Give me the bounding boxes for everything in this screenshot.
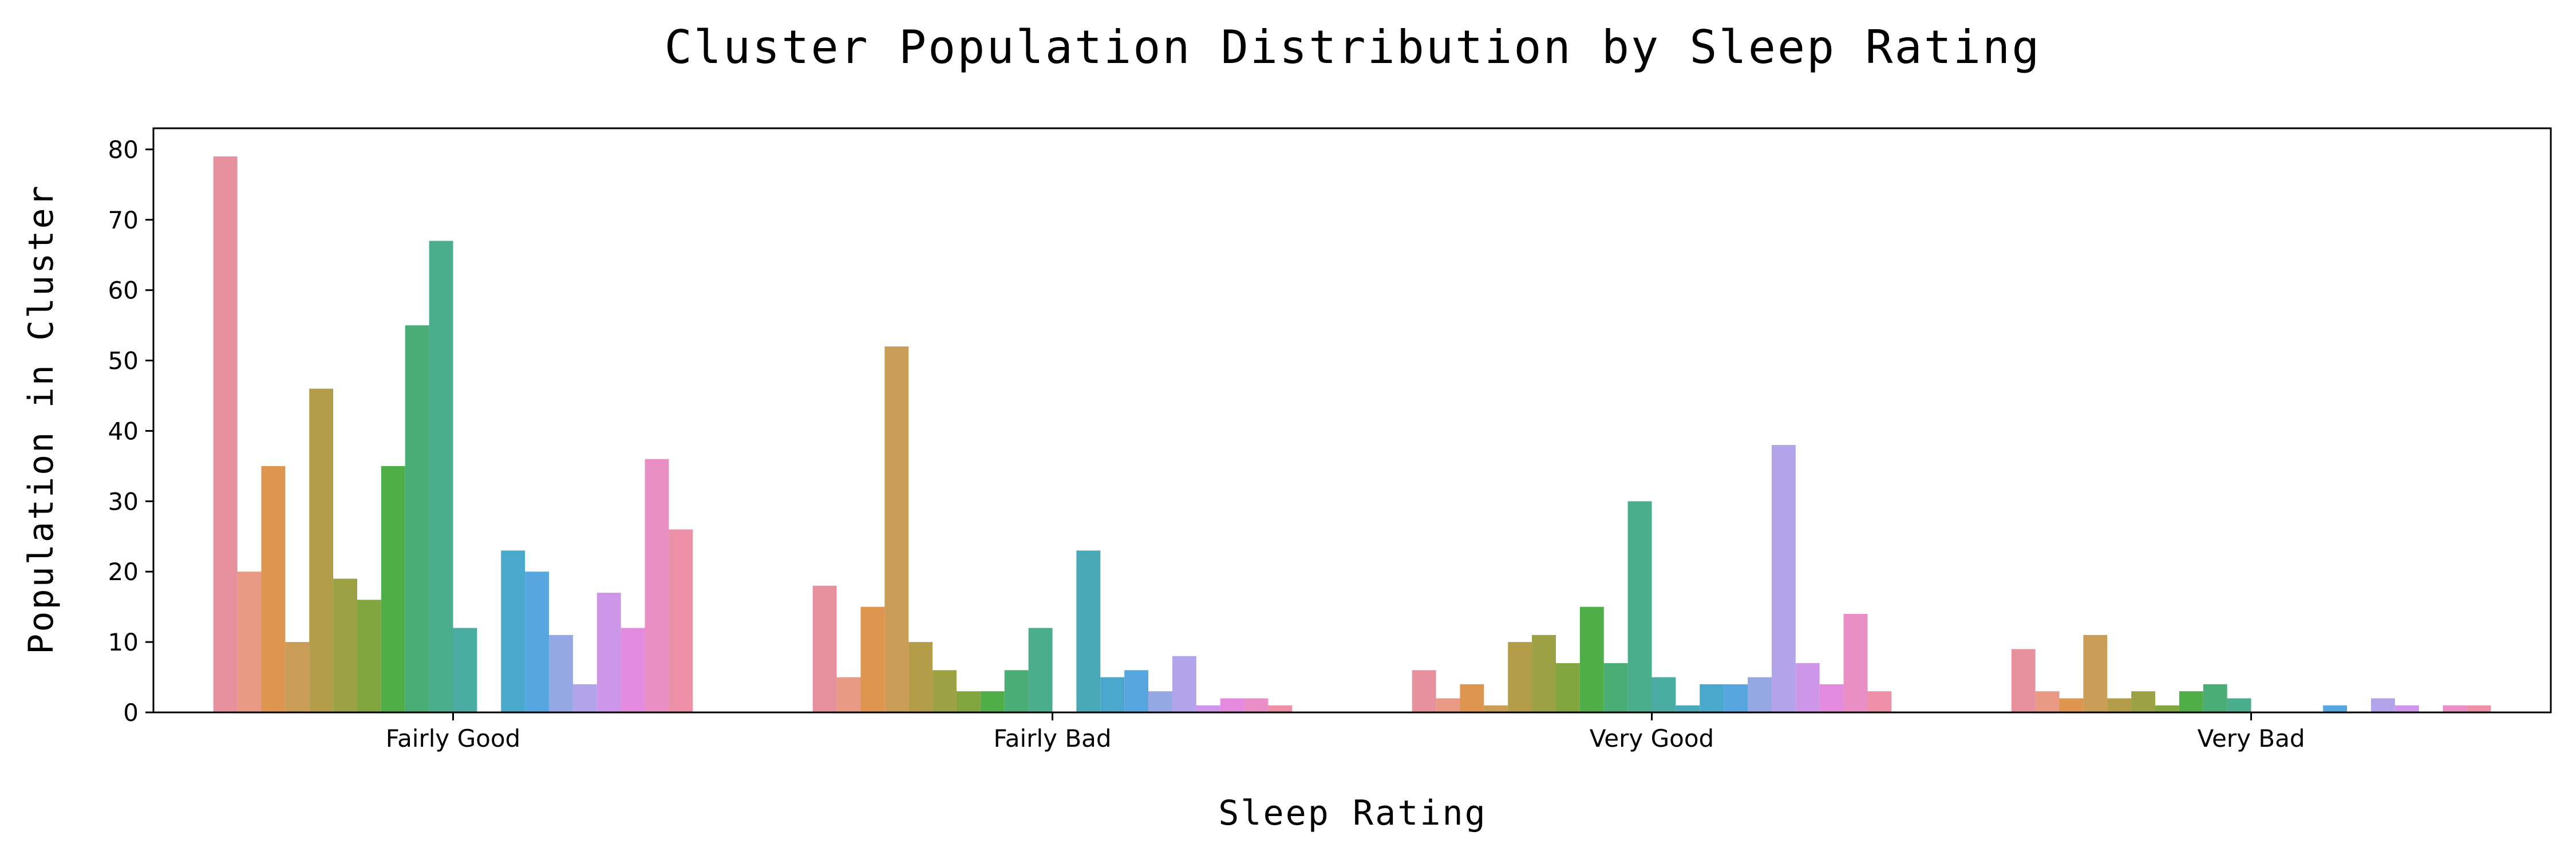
bar xyxy=(2131,691,2155,712)
bar xyxy=(1484,705,1508,712)
bar xyxy=(2227,698,2251,712)
bar xyxy=(1603,663,1628,712)
y-tick-label: 30 xyxy=(108,487,139,515)
y-tick-label: 50 xyxy=(108,347,139,375)
bar xyxy=(1555,663,1580,712)
bar xyxy=(2467,705,2491,712)
bar xyxy=(2179,691,2203,712)
bar xyxy=(1244,698,1269,712)
bar xyxy=(1579,606,1604,712)
y-tick-label: 20 xyxy=(108,558,139,586)
bar xyxy=(2203,684,2227,712)
bar xyxy=(1436,698,1460,712)
bar xyxy=(525,572,550,712)
bar xyxy=(1004,670,1029,712)
y-tick-label: 0 xyxy=(123,699,139,727)
bar xyxy=(1196,705,1220,712)
bar xyxy=(812,585,837,712)
bar xyxy=(1532,635,1556,712)
bar xyxy=(261,466,286,712)
bar xyxy=(381,466,405,712)
bar xyxy=(1652,677,1676,712)
bar xyxy=(1412,670,1436,712)
x-tick-label: Fairly Bad xyxy=(993,724,1111,752)
bar xyxy=(2083,635,2108,712)
bar xyxy=(1867,691,1892,712)
x-axis-label: Sleep Rating xyxy=(1218,793,1487,833)
bar xyxy=(908,642,933,712)
plot-frame xyxy=(152,127,2552,714)
bar xyxy=(453,628,477,712)
bar xyxy=(2059,698,2084,712)
bar xyxy=(2107,698,2132,712)
bar xyxy=(2370,698,2395,712)
y-axis: 0 10 20 30 40 50 60 70 80 xyxy=(108,136,153,727)
bar xyxy=(2155,705,2179,712)
x-tick-label: Very Good xyxy=(1590,724,1714,752)
bar xyxy=(1220,698,1244,712)
bar xyxy=(1172,656,1196,712)
y-tick-label: 70 xyxy=(108,206,139,234)
y-tick-label: 80 xyxy=(108,136,139,164)
bar xyxy=(1076,550,1101,712)
bar xyxy=(1676,705,1700,712)
bar xyxy=(285,642,310,712)
bar xyxy=(2395,705,2419,712)
bar xyxy=(357,600,381,712)
bar xyxy=(1627,501,1652,712)
bar xyxy=(2443,705,2467,712)
bar xyxy=(884,346,909,712)
bar xyxy=(1771,445,1796,712)
bar xyxy=(405,325,429,712)
bar xyxy=(956,691,981,712)
bar xyxy=(2011,649,2036,712)
bar xyxy=(2323,705,2348,712)
chart-title: Cluster Population Distribution by Sleep… xyxy=(665,21,2041,74)
bar xyxy=(237,572,262,712)
bar xyxy=(1508,642,1532,712)
bar xyxy=(1124,670,1149,712)
bar xyxy=(333,578,357,712)
bar xyxy=(596,593,621,712)
bar xyxy=(980,691,1005,712)
bar xyxy=(309,388,334,712)
bar xyxy=(860,606,885,712)
y-tick-label: 10 xyxy=(108,628,139,656)
bar xyxy=(836,677,861,712)
bar xyxy=(1795,663,1820,712)
x-tick-label: Very Bad xyxy=(2198,724,2305,752)
bar xyxy=(1819,684,1844,712)
x-axis: Fairly Good Fairly Bad Very Good Very Bad xyxy=(386,712,2305,752)
bar xyxy=(1724,684,1748,712)
bar xyxy=(1148,691,1172,712)
bar xyxy=(933,670,957,712)
bar xyxy=(501,550,526,712)
bar xyxy=(2035,691,2060,712)
bar xyxy=(645,459,669,712)
bar xyxy=(549,635,573,712)
bar xyxy=(621,628,645,712)
y-tick-label: 40 xyxy=(108,417,139,445)
bar xyxy=(213,156,238,712)
bar xyxy=(1460,684,1484,712)
y-axis-label: Population in Cluster xyxy=(21,184,61,655)
bar xyxy=(1100,677,1125,712)
bar xyxy=(1028,628,1053,712)
bar xyxy=(429,241,453,712)
bar xyxy=(1748,677,1772,712)
bar xyxy=(1843,613,1868,712)
plot-bars xyxy=(213,156,2491,712)
bar xyxy=(1268,705,1293,712)
bar xyxy=(1700,684,1724,712)
y-tick-label: 60 xyxy=(108,277,139,305)
x-tick-label: Fairly Good xyxy=(386,724,520,752)
bar xyxy=(572,684,597,712)
bar xyxy=(669,529,693,712)
